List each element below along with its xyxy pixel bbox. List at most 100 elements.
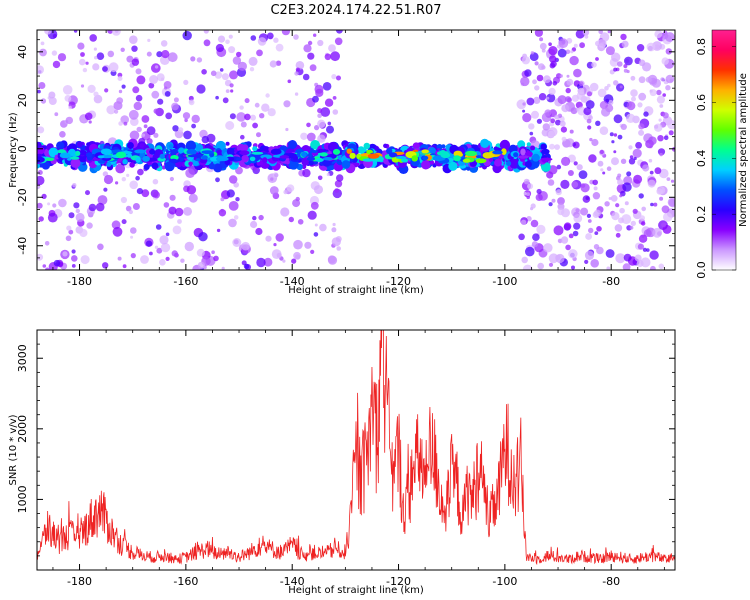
heatmap-cell xyxy=(118,89,123,94)
spectrogram-panel: -180 -160 -140 -120 -100 -80 -40 -20 0 20 40 Heig… xyxy=(8,29,676,296)
heatmap-cell xyxy=(661,205,670,214)
heatmap-cell xyxy=(233,182,239,188)
heatmap-cell xyxy=(488,157,494,162)
snr-line-area xyxy=(37,330,675,566)
heatmap-cell xyxy=(516,99,527,110)
heatmap-cell xyxy=(567,170,574,176)
heatmap-cell xyxy=(421,160,431,170)
heatmap-cell xyxy=(68,212,75,219)
heatmap-cell xyxy=(665,48,672,55)
heatmap-cell xyxy=(324,53,332,61)
heatmap-cell xyxy=(665,74,675,84)
heatmap-cell xyxy=(557,95,567,105)
heatmap-cell xyxy=(613,150,617,154)
heatmap-cell xyxy=(273,37,279,43)
heatmap-cell xyxy=(494,158,502,167)
heatmap-cell xyxy=(225,141,230,146)
snr-x-label: Height of straight line (km) xyxy=(288,585,424,596)
heatmap-cell xyxy=(265,235,272,242)
snr-y-ticks: 1000 2000 3000 xyxy=(16,329,675,557)
heatmap-cell xyxy=(236,112,246,122)
heatmap-peak xyxy=(78,149,87,156)
heatmap-cell xyxy=(303,44,312,53)
heatmap-cell xyxy=(565,138,575,148)
heatmap-cell xyxy=(216,228,221,233)
heatmap-peak xyxy=(70,156,80,160)
heatmap-cell xyxy=(47,202,51,206)
heatmap-cell xyxy=(89,34,97,42)
heatmap-cell xyxy=(630,75,636,81)
heatmap-cell xyxy=(531,110,539,119)
heatmap-cell xyxy=(522,102,526,106)
heatmap-cell xyxy=(275,60,282,66)
spectrogram-y-label: Frequency (Hz) xyxy=(8,112,19,188)
heatmap-cell xyxy=(103,187,108,192)
heatmap-cell xyxy=(314,185,323,195)
heatmap-cell xyxy=(135,94,143,102)
heatmap-cell xyxy=(596,226,602,232)
heatmap-cell xyxy=(42,264,47,268)
heatmap-peak xyxy=(411,155,419,162)
heatmap-cell xyxy=(149,251,153,256)
heatmap-cell xyxy=(586,118,592,124)
heatmap-cell xyxy=(534,61,539,66)
heatmap-cell xyxy=(309,64,317,72)
heatmap-cell xyxy=(295,61,305,70)
heatmap-cell xyxy=(608,197,612,200)
heatmap-cell xyxy=(75,212,85,222)
heatmap-cell xyxy=(540,143,547,150)
heatmap-cell xyxy=(80,255,90,265)
heatmap-cell xyxy=(157,98,164,105)
heatmap-cell xyxy=(662,93,666,97)
heatmap-cell xyxy=(336,75,341,81)
heatmap-cell xyxy=(250,35,257,41)
heatmap-cell xyxy=(228,201,239,211)
heatmap-cell xyxy=(357,146,365,154)
heatmap-cell xyxy=(314,84,324,94)
heatmap-cell xyxy=(557,203,565,211)
heatmap-cell xyxy=(88,203,97,212)
heatmap-cell xyxy=(611,140,615,144)
heatmap-peak xyxy=(332,148,341,155)
heatmap-cell xyxy=(146,126,156,136)
heatmap-cell xyxy=(662,224,672,234)
heatmap-cell xyxy=(530,145,536,151)
heatmap-cell xyxy=(565,49,571,55)
heatmap-cell xyxy=(328,44,336,52)
heatmap-cell xyxy=(530,219,539,228)
heatmap-cell xyxy=(273,243,277,247)
heatmap-cell xyxy=(208,163,216,170)
heatmap-cell xyxy=(668,130,674,136)
heatmap-cell xyxy=(571,207,581,217)
heatmap-cell xyxy=(636,44,645,52)
heatmap-cell xyxy=(654,44,660,50)
heatmap-cell xyxy=(128,109,139,120)
heatmap-cell xyxy=(317,39,324,47)
heatmap-cell xyxy=(657,148,666,156)
heatmap-cell xyxy=(548,46,558,56)
heatmap-cell xyxy=(585,233,592,240)
heatmap-cell xyxy=(648,158,653,163)
heatmap-cell xyxy=(526,195,530,199)
heatmap-cell xyxy=(659,196,664,201)
heatmap-cell xyxy=(155,224,162,230)
heatmap-cell xyxy=(573,222,581,230)
heatmap-cell xyxy=(592,211,600,218)
heatmap-cell xyxy=(572,230,579,237)
heatmap-cell xyxy=(154,245,159,249)
heatmap-cell xyxy=(308,160,314,166)
heatmap-cell xyxy=(611,212,620,221)
heatmap-cell xyxy=(539,42,547,50)
heatmap-cell xyxy=(156,51,163,58)
heatmap-cell xyxy=(222,97,229,104)
heatmap-cell xyxy=(664,32,675,42)
heatmap-cell xyxy=(59,131,66,138)
heatmap-cell xyxy=(165,112,173,120)
heatmap-peak xyxy=(520,148,526,156)
heatmap-peak xyxy=(346,148,352,154)
heatmap-cell xyxy=(221,73,229,81)
heatmap-cell xyxy=(135,68,142,75)
heatmap-cell xyxy=(201,135,209,144)
heatmap-cell xyxy=(288,140,297,149)
